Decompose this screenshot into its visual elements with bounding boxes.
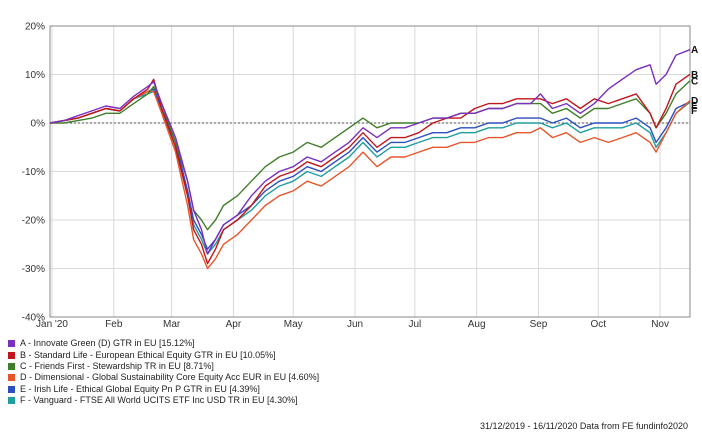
legend-item: B - Standard Life - European Ethical Equ… <box>8 349 319 360</box>
x-axis-tick-labels: Jan '20 Feb Mar Apr May Jun Jul Aug Sep Oct Nov <box>36 319 669 330</box>
y-tick-label: -20% <box>22 216 45 227</box>
series-end-label-c: C <box>691 76 698 87</box>
legend-swatch <box>8 385 15 393</box>
series-end-label-f: F <box>691 106 697 117</box>
y-tick-label: 0% <box>31 119 46 130</box>
legend-item: C - Friends First - Stewardship TR in EU… <box>8 361 319 372</box>
x-tick-label: May <box>284 319 303 330</box>
legend-swatch <box>8 374 15 382</box>
legend-swatch <box>8 340 15 348</box>
fund-performance-line-chart: 20% 10% 0% -10% -20% -30% -40% Jan '20 Feb Mar Ap… <box>22 22 699 331</box>
x-tick-label: Aug <box>468 319 486 330</box>
series-line-b <box>49 73 691 265</box>
legend-label: A - Innovate Green (D) GTR in EU [15.12%… <box>20 338 195 349</box>
y-tick-label: -30% <box>22 264 45 275</box>
legend-item: A - Innovate Green (D) GTR in EU [15.12%… <box>8 338 319 349</box>
x-gridlines <box>51 26 661 317</box>
x-tick-label: Nov <box>651 319 669 330</box>
y-gridlines <box>50 25 690 318</box>
x-tick-label: Mar <box>163 319 181 330</box>
chart-legend: A - Innovate Green (D) GTR in EU [15.12%… <box>8 338 319 406</box>
y-tick-label: -10% <box>22 167 45 178</box>
legend-item: E - Irish Life - Ethical Global Equity P… <box>8 384 319 395</box>
x-tick-label: Jun <box>347 319 363 330</box>
y-tick-label: 20% <box>25 22 45 33</box>
legend-swatch <box>8 362 15 370</box>
series-line-a <box>49 49 691 255</box>
x-tick-label: Apr <box>226 319 242 330</box>
legend-swatch <box>8 351 15 359</box>
series-end-label-a: A <box>691 45 698 56</box>
legend-label: F - Vanguard - FTSE All World UCITS ETF … <box>20 395 298 406</box>
legend-label: C - Friends First - Stewardship TR in EU… <box>20 360 214 371</box>
x-tick-label: Jan '20 <box>36 319 68 330</box>
plot-area-frame <box>49 25 691 318</box>
x-tick-label: Jul <box>408 319 421 330</box>
x-tick-label: Sep <box>530 319 548 330</box>
series-end-label-e: E <box>691 101 698 112</box>
series-end-label-d: D <box>691 96 698 107</box>
legend-swatch <box>8 397 15 405</box>
legend-item: D - Dimensional - Global Sustainability … <box>8 372 319 383</box>
series-line-d <box>49 90 691 270</box>
x-tick-label: Feb <box>105 319 123 330</box>
legend-label: B - Standard Life - European Ethical Equ… <box>20 349 276 360</box>
y-tick-label: -40% <box>22 313 45 324</box>
legend-item: F - Vanguard - FTSE All World UCITS ETF … <box>8 395 319 406</box>
series-lines <box>49 49 691 270</box>
data-source-footer: 31/12/2019 - 16/11/2020 Data from FE fun… <box>480 421 688 431</box>
legend-label: D - Dimensional - Global Sustainability … <box>20 372 320 383</box>
legend-label: E - Irish Life - Ethical Global Equity P… <box>20 383 260 394</box>
series-line-e <box>49 88 691 250</box>
y-tick-label: 10% <box>25 70 45 81</box>
series-line-f <box>49 90 691 255</box>
y-axis-tick-labels: 20% 10% 0% -10% -20% -30% -40% <box>22 22 45 324</box>
series-end-label-b: B <box>691 70 698 81</box>
x-tick-label: Oct <box>591 319 607 330</box>
